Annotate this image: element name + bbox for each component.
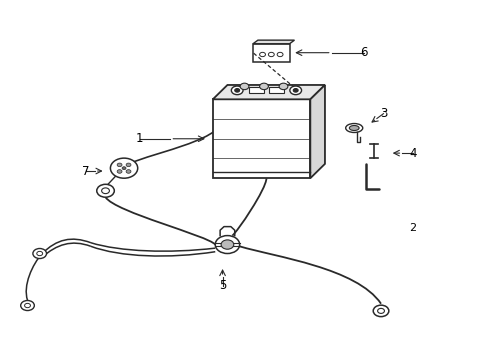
Circle shape — [277, 52, 283, 57]
Text: 6: 6 — [360, 46, 367, 59]
Text: 7: 7 — [82, 165, 90, 177]
Ellipse shape — [348, 126, 358, 131]
Bar — [212, 99, 310, 178]
Polygon shape — [212, 85, 325, 99]
Circle shape — [110, 158, 138, 178]
Circle shape — [293, 89, 298, 92]
Text: 2: 2 — [408, 224, 415, 233]
Circle shape — [33, 248, 46, 258]
Circle shape — [97, 184, 114, 197]
Ellipse shape — [345, 123, 362, 132]
Circle shape — [279, 83, 287, 90]
Circle shape — [215, 235, 239, 253]
Polygon shape — [310, 85, 325, 178]
Circle shape — [117, 163, 122, 167]
Text: 3: 3 — [379, 107, 386, 120]
Text: 5: 5 — [219, 279, 226, 292]
Circle shape — [102, 188, 109, 194]
Circle shape — [122, 167, 126, 170]
Circle shape — [372, 305, 388, 317]
Bar — [249, 87, 264, 93]
Circle shape — [37, 251, 42, 256]
Circle shape — [126, 163, 131, 167]
Circle shape — [234, 89, 239, 92]
Circle shape — [259, 52, 265, 57]
Text: 1: 1 — [136, 132, 143, 145]
Circle shape — [240, 83, 248, 90]
Circle shape — [126, 170, 131, 173]
Bar — [252, 44, 289, 62]
Circle shape — [24, 303, 30, 308]
Circle shape — [268, 52, 274, 57]
Circle shape — [221, 240, 233, 249]
Polygon shape — [252, 40, 294, 44]
Circle shape — [231, 86, 243, 95]
Circle shape — [117, 170, 122, 173]
Text: 4: 4 — [408, 147, 416, 159]
Bar — [268, 87, 283, 93]
Circle shape — [377, 309, 384, 314]
Circle shape — [20, 301, 34, 311]
Circle shape — [289, 86, 301, 95]
Circle shape — [259, 83, 268, 90]
